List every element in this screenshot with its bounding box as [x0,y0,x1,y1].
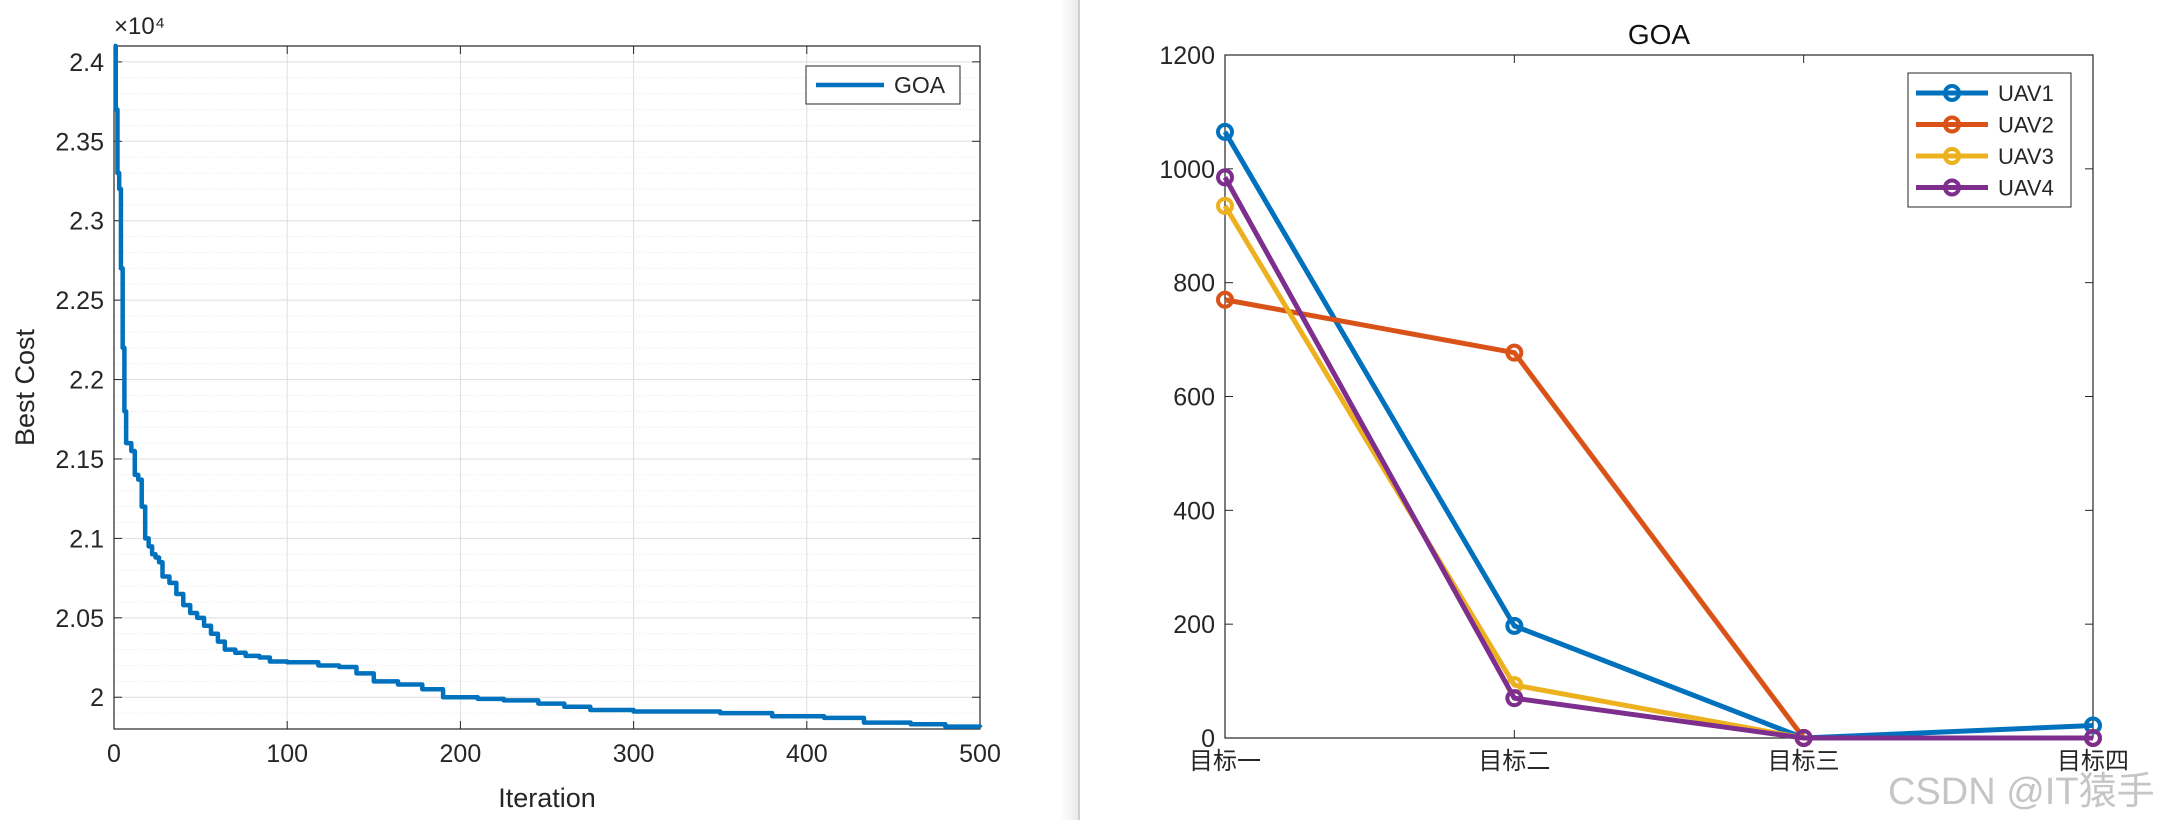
data-point-uav4 [1794,729,1813,747]
panel-divider [1078,0,1080,820]
legend-label-uav3: UAV3 [1998,144,2054,169]
x-tick-label: 400 [786,740,828,768]
convergence-chart: 0 100 200 300 400 500 2 2.05 2.1 2.15 2.2 2.25 2.3 2.… [10,13,1001,813]
y-tick-label: 2.4 [69,49,104,77]
x-tick-label: 0 [107,740,121,768]
y-tick-label: 2.2 [69,367,104,395]
y-tick-label: 2.25 [55,287,104,315]
y-exponent-label: ×10⁴ [114,13,165,40]
series-line-uav1 [1222,130,2094,741]
x-tick-label: 200 [440,740,482,768]
data-point-uav4 [2084,729,2102,747]
x-tick-label: 目标四 [2057,748,2129,775]
legend-label-goa: GOA [894,72,946,98]
legend-label-uav4: UAV4 [1998,176,2054,201]
legend-marker-uav3 [1943,147,1961,165]
y-tick-label: 400 [1173,497,1215,525]
uav-assignment-chart: GOA 0 200 400 600 800 1000 1200 目标一 目标二 目标三 目标四 UAV1… [1159,19,2129,775]
y-tick-label: 1200 [1159,42,1215,70]
y-tick-label: 1000 [1159,156,1215,184]
panel-divider-shadow [1060,0,1078,820]
chart-title: GOA [1628,19,1691,50]
data-point-uav2 [1505,343,1524,362]
convergence-figure-panel: 0 100 200 300 400 500 2 2.05 2.1 2.15 2.2 2.25 2.3 2.… [0,0,1078,820]
data-point-uav4 [1216,168,1234,187]
watermark-text: CSDN @IT猿手 [1888,771,2155,813]
x-tick-label: 目标一 [1189,748,1261,775]
y-tick-label: 600 [1173,384,1215,412]
x-tick-label: 300 [613,740,655,768]
y-tick-label: 2.05 [55,605,104,633]
data-point-uav3 [1216,196,1234,215]
axes-box [113,45,981,730]
y-tick-label: 2.15 [55,446,104,474]
x-tick-label: 目标三 [1768,748,1840,775]
x-axis-label: Iteration [498,783,596,813]
y-axis-label: Best Cost [10,328,40,446]
y-tick-label: 0 [1201,725,1215,753]
data-point-uav1 [1505,616,1524,635]
data-point-uav1 [1216,122,1234,141]
y-tick-label: 2.35 [55,128,104,156]
legend-marker-uav2 [1943,115,1961,134]
plot-area [114,46,980,729]
data-point-uav4 [1505,689,1524,708]
y-tick-label: 2.3 [69,208,104,236]
y-tick-label: 2 [90,684,104,712]
legend-label-uav1: UAV1 [1998,81,2054,106]
y-tick-label: 200 [1173,611,1215,639]
x-tick-label: 目标二 [1478,748,1550,775]
x-tick-label: 500 [959,740,1001,768]
y-tick-label: 800 [1173,270,1215,298]
legend-marker-uav4 [1943,178,1961,197]
y-tick-label: 2.1 [69,525,104,553]
legend-label-uav2: UAV2 [1998,113,2054,138]
data-point-uav2 [1216,290,1234,309]
x-tick-label: 100 [266,740,308,768]
series-line-goa [113,43,983,729]
legend-marker-uav1 [1943,84,1961,102]
series-line-uav4 [1222,176,2093,741]
uav-assignment-figure-panel: GOA 0 200 400 600 800 1000 1200 目标一 目标二 目标三 目标四 UAV1… [1080,0,2165,820]
